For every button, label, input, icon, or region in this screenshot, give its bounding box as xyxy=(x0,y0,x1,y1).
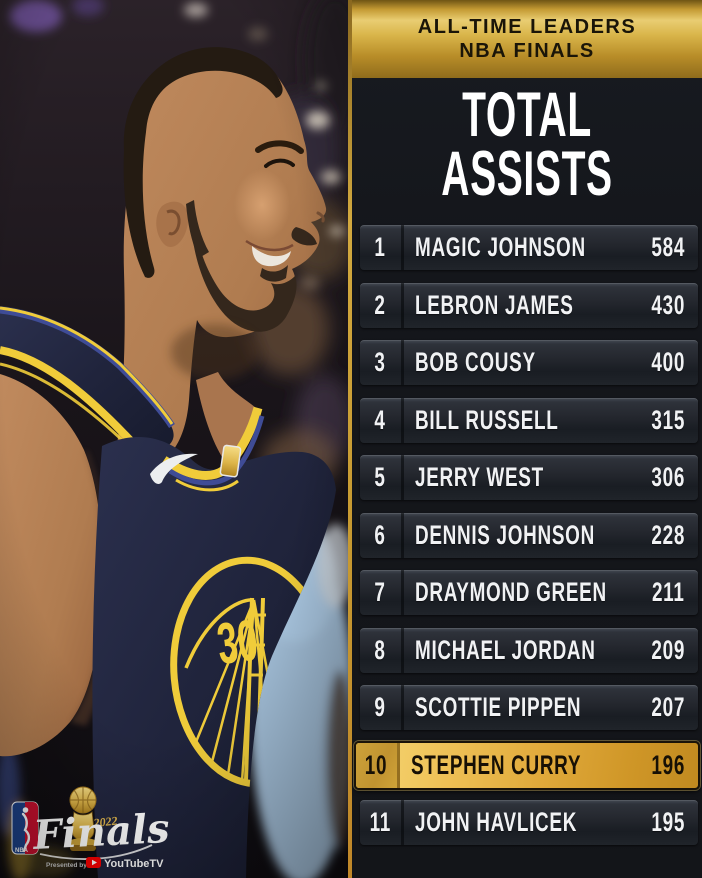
rank-cell: 4 xyxy=(360,397,404,443)
table-row: 7 DRAYMOND GREEN 211 xyxy=(360,570,698,615)
rank-cell: 6 xyxy=(360,512,404,558)
assists-value-cell: 207 xyxy=(651,692,685,722)
assists-value-cell: 211 xyxy=(652,577,685,607)
player-name-cell: SCOTTIE PIPPEN xyxy=(415,692,582,722)
player-name-cell: STEPHEN CURRY xyxy=(411,749,582,780)
leaderboard-body: ALL-TIME LEADERS NBA FINALS TOTAL ASSIST… xyxy=(352,0,702,878)
player-name-cell: JOHN HAVLICEK xyxy=(415,807,578,837)
photo-vignette xyxy=(0,0,348,878)
gold-edge-divider xyxy=(348,0,352,878)
assists-value-cell: 400 xyxy=(651,347,685,377)
table-row: 4 BILL RUSSELL 315 xyxy=(360,397,698,443)
rank-cell: 9 xyxy=(360,685,404,730)
player-name-cell: BOB COUSY xyxy=(415,347,536,377)
title-line-2: ASSISTS xyxy=(441,139,613,209)
leaderboard-panel: ALL-TIME LEADERS NBA FINALS TOTAL ASSIST… xyxy=(348,0,702,878)
rank-cell: 10 xyxy=(356,742,400,788)
player-name-cell: LEBRON JAMES xyxy=(415,289,574,320)
table-row: 11 JOHN HAVLICEK 195 xyxy=(360,800,698,845)
assists-value-cell: 315 xyxy=(651,404,685,435)
table-row: 6 DENNIS JOHNSON 228 xyxy=(360,512,698,558)
player-name-cell: DRAYMOND GREEN xyxy=(415,577,607,607)
table-row-highlighted: 10 STEPHEN CURRY 196 xyxy=(354,740,700,790)
table-row: 9 SCOTTIE PIPPEN 207 xyxy=(360,685,698,730)
player-name-cell: BILL RUSSELL xyxy=(415,404,559,435)
leaderboard-list: 1 MAGIC JOHNSON 584 2 LEBRON JAMES 430 3… xyxy=(352,225,702,845)
assists-value-cell: 584 xyxy=(651,232,685,262)
player-photo-art: 30 NBA 2022 Finals Presented by YouTubeT… xyxy=(0,0,348,878)
assists-value-cell: 195 xyxy=(651,807,685,837)
player-photo: 30 NBA 2022 Finals Presented by YouTubeT… xyxy=(0,0,348,878)
table-row: 2 LEBRON JAMES 430 xyxy=(360,282,698,328)
table-row: 3 BOB COUSY 400 xyxy=(360,340,698,385)
header-banner: ALL-TIME LEADERS NBA FINALS xyxy=(352,0,702,78)
title-line-1: TOTAL xyxy=(462,80,592,150)
banner-line-1: ALL-TIME LEADERS xyxy=(417,16,637,38)
assists-value-cell: 306 xyxy=(651,462,685,492)
assists-value-cell: 196 xyxy=(651,749,685,780)
rank-cell: 7 xyxy=(360,570,404,615)
rank-cell: 1 xyxy=(360,225,404,270)
rank-cell: 11 xyxy=(360,800,404,845)
table-row: 1 MAGIC JOHNSON 584 xyxy=(360,225,698,270)
table-row: 5 JERRY WEST 306 xyxy=(360,455,698,500)
player-name-cell: JERRY WEST xyxy=(415,462,544,492)
player-name-cell: MICHAEL JORDAN xyxy=(415,634,596,665)
assists-value-cell: 228 xyxy=(651,519,685,550)
banner-line-2: NBA FINALS xyxy=(459,40,595,62)
player-name-cell: MAGIC JOHNSON xyxy=(415,232,586,262)
player-name-cell: DENNIS JOHNSON xyxy=(415,519,595,550)
rank-cell: 3 xyxy=(360,340,404,385)
table-row: 8 MICHAEL JORDAN 209 xyxy=(360,627,698,673)
assists-value-cell: 209 xyxy=(651,634,685,665)
rank-cell: 2 xyxy=(360,282,404,328)
rank-cell: 5 xyxy=(360,455,404,500)
page-title: TOTAL ASSISTS xyxy=(352,78,702,225)
rank-cell: 8 xyxy=(360,627,404,673)
assists-value-cell: 430 xyxy=(651,289,685,320)
